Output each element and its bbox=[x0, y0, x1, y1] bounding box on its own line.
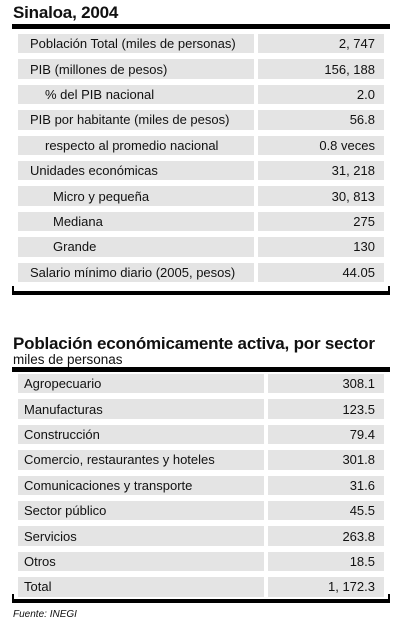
row-label: PIB por habitante (miles de pesos) bbox=[18, 110, 254, 130]
section1-right-tick bbox=[388, 286, 390, 295]
row-label: Manufacturas bbox=[18, 399, 264, 419]
row-label: Agropecuario bbox=[18, 374, 264, 394]
row-label: Otros bbox=[18, 551, 264, 572]
section1-left-tick bbox=[12, 286, 14, 295]
row-value: 156, 188 bbox=[258, 59, 384, 79]
row-label: Población Total (miles de personas) bbox=[18, 34, 254, 54]
section1-table: Población Total (miles de personas) 2, 7… bbox=[18, 31, 384, 285]
table-row: Comunicaciones y transporte 31.6 bbox=[18, 473, 384, 498]
row-value: 308.1 bbox=[268, 374, 384, 394]
table-row: Servicios 263.8 bbox=[18, 523, 384, 548]
section1-title: Sinaloa, 2004 bbox=[13, 3, 119, 22]
source-note: Fuente: INEGI bbox=[13, 609, 77, 620]
row-label: respecto al promedio nacional bbox=[18, 135, 254, 155]
table-row: Grande 130 bbox=[18, 234, 384, 259]
section2-right-tick bbox=[388, 594, 390, 603]
table-row: Comercio, restaurantes y hoteles 301.8 bbox=[18, 447, 384, 472]
row-value: 18.5 bbox=[268, 551, 384, 572]
table-row: % del PIB nacional 2.0 bbox=[18, 82, 384, 107]
row-value: 263.8 bbox=[268, 526, 384, 546]
row-value: 31.6 bbox=[268, 475, 384, 495]
row-label: Servicios bbox=[18, 526, 264, 546]
row-value: 0.8 veces bbox=[258, 135, 384, 155]
row-value: 44.05 bbox=[258, 262, 384, 282]
section1-top-rule bbox=[12, 24, 390, 29]
table-row: Mediana 275 bbox=[18, 209, 384, 234]
section2-top-rule bbox=[12, 367, 390, 372]
row-value: 1, 172.3 bbox=[268, 577, 384, 597]
row-value: 275 bbox=[258, 211, 384, 232]
row-label: PIB (millones de pesos) bbox=[18, 59, 254, 79]
row-value: 45.5 bbox=[268, 500, 384, 521]
table-row: Otros 18.5 bbox=[18, 549, 384, 574]
section1-bottom-rule bbox=[12, 291, 390, 295]
row-label: Salario mínimo diario (2005, pesos) bbox=[18, 262, 254, 282]
section2-table: Agropecuario 308.1 Manufacturas 123.5 Co… bbox=[18, 371, 384, 600]
table-row: PIB (millones de pesos) 156, 188 bbox=[18, 56, 384, 81]
table-row: Unidades económicas 31, 218 bbox=[18, 158, 384, 183]
table-row: Población Total (miles de personas) 2, 7… bbox=[18, 31, 384, 56]
row-label: Mediana bbox=[18, 211, 254, 232]
row-label: Total bbox=[18, 577, 264, 597]
row-value: 2, 747 bbox=[258, 34, 384, 54]
row-value: 2.0 bbox=[258, 84, 384, 105]
row-value: 130 bbox=[258, 237, 384, 257]
table-row: respecto al promedio nacional 0.8 veces bbox=[18, 133, 384, 158]
row-value: 30, 813 bbox=[258, 186, 384, 206]
row-label: Grande bbox=[18, 237, 254, 257]
table-row: Total 1, 172.3 bbox=[18, 574, 384, 599]
section2-bottom-rule bbox=[12, 599, 390, 603]
section2-left-tick bbox=[12, 594, 14, 603]
row-value: 79.4 bbox=[268, 424, 384, 445]
row-label: Sector público bbox=[18, 500, 264, 521]
row-value: 31, 218 bbox=[258, 160, 384, 181]
table-row: Sector público 45.5 bbox=[18, 498, 384, 523]
section2-title: Población económicamente activa, por sec… bbox=[13, 334, 375, 353]
row-label: Micro y pequeña bbox=[18, 186, 254, 206]
table-row: Salario mínimo diario (2005, pesos) 44.0… bbox=[18, 260, 384, 285]
row-label: Comercio, restaurantes y hoteles bbox=[18, 450, 264, 470]
table-row: Micro y pequeña 30, 813 bbox=[18, 183, 384, 208]
row-label: % del PIB nacional bbox=[18, 84, 254, 105]
section2-subtitle: miles de personas bbox=[13, 352, 123, 367]
row-label: Unidades económicas bbox=[18, 160, 254, 181]
row-label: Comunicaciones y transporte bbox=[18, 475, 264, 495]
table-row: Manufacturas 123.5 bbox=[18, 396, 384, 421]
row-value: 301.8 bbox=[268, 450, 384, 470]
row-value: 56.8 bbox=[258, 110, 384, 130]
table-row: PIB por habitante (miles de pesos) 56.8 bbox=[18, 107, 384, 132]
table-row: Agropecuario 308.1 bbox=[18, 371, 384, 396]
table-row: Construcción 79.4 bbox=[18, 422, 384, 447]
row-value: 123.5 bbox=[268, 399, 384, 419]
row-label: Construcción bbox=[18, 424, 264, 445]
